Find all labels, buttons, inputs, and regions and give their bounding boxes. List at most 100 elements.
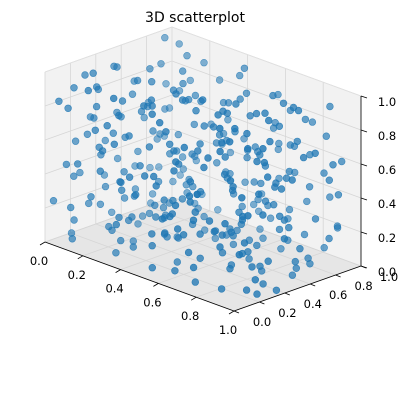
data-point — [170, 147, 178, 155]
data-point — [174, 130, 183, 139]
z-tick-label: 0.6 — [378, 163, 396, 177]
data-point — [96, 200, 105, 209]
data-point — [259, 234, 267, 242]
x-tick-label: 0.2 — [68, 268, 86, 282]
z-tick-mark — [360, 95, 368, 99]
data-point — [238, 202, 246, 211]
data-point — [179, 79, 187, 88]
data-point — [84, 86, 93, 95]
data-point — [280, 235, 289, 243]
data-point — [146, 163, 154, 172]
data-point — [216, 147, 224, 156]
data-point — [120, 168, 128, 176]
y-tick-mark — [335, 274, 341, 278]
data-point — [84, 199, 93, 208]
data-point — [216, 243, 224, 251]
data-point — [308, 118, 317, 126]
data-point — [245, 255, 253, 263]
data-point — [329, 161, 337, 169]
chart-title: 3D scatterplot — [145, 10, 245, 26]
data-point — [266, 137, 274, 146]
data-point — [311, 215, 320, 223]
data-point — [325, 176, 333, 184]
y-tick-label: 0.0 — [253, 315, 271, 329]
data-point — [334, 191, 343, 199]
data-point — [148, 102, 156, 110]
data-point — [110, 140, 119, 149]
data-point — [136, 162, 144, 170]
data-point — [184, 248, 193, 257]
data-point — [256, 225, 264, 233]
data-point — [251, 276, 260, 284]
x-tick-mark — [115, 269, 121, 273]
data-point — [224, 116, 232, 124]
z-tick-mark — [360, 197, 368, 201]
data-point — [200, 212, 208, 221]
data-point — [294, 106, 303, 115]
data-point — [257, 179, 265, 188]
x-tick-label: 0.6 — [143, 295, 161, 309]
data-point — [148, 242, 156, 250]
data-point — [252, 109, 261, 118]
data-point — [333, 222, 342, 230]
data-point — [133, 76, 142, 85]
y-tick-label: 0.4 — [304, 297, 322, 311]
data-point — [152, 213, 160, 221]
data-point — [92, 102, 101, 111]
data-point — [277, 245, 285, 253]
data-point — [113, 63, 121, 71]
data-point — [235, 251, 244, 259]
data-point — [272, 286, 281, 294]
data-point — [296, 245, 304, 253]
data-point — [275, 122, 283, 131]
data-point — [175, 40, 183, 48]
data-point — [250, 200, 258, 209]
data-point — [148, 190, 157, 198]
data-point — [200, 122, 208, 130]
tick-labels: 0.00.20.40.60.81.00.00.20.40.60.81.00.00… — [30, 95, 398, 337]
data-point — [211, 234, 220, 243]
data-point — [199, 96, 207, 104]
data-point — [275, 139, 283, 148]
data-point — [145, 209, 154, 218]
data-point — [162, 128, 170, 136]
data-point — [226, 265, 234, 273]
data-point — [113, 154, 122, 163]
data-point — [183, 51, 191, 60]
data-point — [172, 158, 180, 166]
data-point — [227, 228, 236, 236]
data-point — [156, 118, 164, 127]
data-point — [134, 147, 142, 156]
data-point — [253, 157, 261, 166]
data-point — [300, 230, 309, 239]
data-point — [291, 257, 299, 266]
data-point — [192, 106, 200, 115]
z-tick-mark — [360, 231, 368, 235]
data-point — [259, 145, 267, 153]
pane-z0 — [45, 197, 361, 311]
data-point — [140, 102, 148, 110]
data-point — [129, 243, 138, 251]
z-tick-label: 0.4 — [378, 197, 396, 211]
data-point — [161, 33, 169, 42]
data-point — [201, 226, 209, 234]
data-point — [259, 280, 267, 288]
z-tick-mark — [360, 129, 368, 133]
data-point — [200, 163, 208, 172]
data-point — [174, 225, 182, 233]
data-point — [178, 96, 187, 104]
data-point — [214, 206, 222, 214]
data-point — [288, 176, 296, 184]
data-point — [171, 201, 180, 210]
data-point — [70, 216, 78, 224]
y-tick-mark — [284, 292, 290, 296]
data-point — [83, 130, 92, 139]
data-point — [115, 213, 123, 222]
data-point — [89, 69, 97, 77]
z-tick-label: 1.0 — [378, 95, 396, 109]
x-tick-label: 0.0 — [30, 254, 48, 268]
data-point — [134, 220, 142, 228]
data-point — [168, 210, 177, 218]
data-point — [160, 196, 168, 204]
z-tick-mark — [360, 163, 368, 167]
